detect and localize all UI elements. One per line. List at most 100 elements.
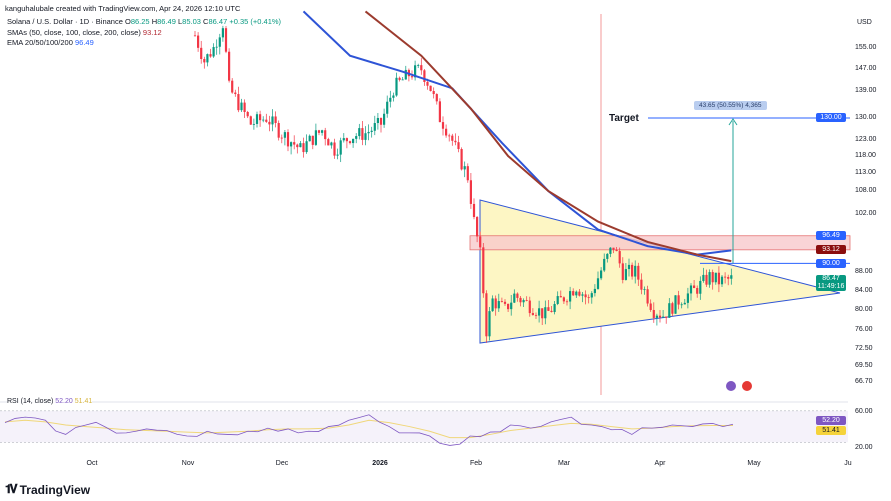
price-tick: 66.70 xyxy=(855,378,873,385)
candle-body xyxy=(640,279,643,290)
candle-body xyxy=(507,303,510,310)
candle-body xyxy=(522,300,525,303)
candle-body xyxy=(348,141,352,144)
candle-body xyxy=(519,297,522,303)
candle-body xyxy=(314,130,317,145)
rsi-tick: 60.00 xyxy=(855,408,873,415)
candle-body xyxy=(311,135,314,145)
candle-body xyxy=(212,47,215,57)
sma-line xyxy=(364,10,732,263)
time-tick: Mar xyxy=(557,460,571,467)
open-value: 86.25 xyxy=(130,17,150,26)
us-flag-icon xyxy=(742,381,752,391)
candle-body xyxy=(472,203,476,218)
tradingview-logo[interactable]: 𝟏𝐕 TradingView xyxy=(5,482,91,497)
time-tick: Nov xyxy=(181,460,195,467)
candle-body xyxy=(658,315,662,318)
candle-body xyxy=(215,46,218,48)
resistance-zone xyxy=(469,235,851,251)
candle-body xyxy=(665,316,668,318)
candle-body xyxy=(352,138,355,144)
candle-body xyxy=(575,291,578,296)
candle-body xyxy=(410,76,414,78)
candle-body xyxy=(395,77,398,96)
price-tag: 86.47 11:49:16 xyxy=(816,275,846,292)
candle-body xyxy=(618,251,621,264)
candle-body xyxy=(717,272,720,285)
candle-body xyxy=(612,247,615,250)
candle-body xyxy=(414,65,417,78)
candle-body xyxy=(643,289,646,291)
candle-body xyxy=(534,314,538,316)
candle-body xyxy=(621,263,624,280)
candle-body xyxy=(714,272,717,283)
symbol-legend[interactable]: Solana / U.S. Dollar · 1D · Binance O86.… xyxy=(7,17,282,26)
candle-body xyxy=(646,289,649,304)
candle-body xyxy=(255,114,259,124)
ema-legend[interactable]: EMA 20/50/100/200 96.49 xyxy=(7,38,94,47)
candle-body xyxy=(389,97,392,102)
candle-body xyxy=(262,119,265,121)
time-tick: Ju xyxy=(844,460,852,467)
candle-body xyxy=(441,122,445,129)
low-value: 85.03 xyxy=(182,17,201,26)
rsi-band xyxy=(0,410,848,443)
candle-body xyxy=(398,77,401,80)
candle-body xyxy=(634,265,637,277)
candle-body xyxy=(525,300,528,301)
candle-body xyxy=(333,142,336,156)
candle-body xyxy=(503,301,507,304)
candle-body xyxy=(404,69,407,80)
candle-body xyxy=(268,121,271,125)
candle-body xyxy=(469,180,472,204)
time-tick: Oct xyxy=(86,460,98,467)
sma-legend[interactable]: SMAs (50, close, 100, close, 200, close)… xyxy=(7,28,162,37)
close-value: 86.47 xyxy=(208,17,228,26)
candle-body xyxy=(373,123,376,131)
price-tick: 123.00 xyxy=(855,135,877,143)
price-tick: 147.00 xyxy=(855,64,877,72)
candle-body xyxy=(432,91,435,95)
candle-body xyxy=(345,138,348,142)
candle-body xyxy=(674,295,677,314)
candle-body xyxy=(547,307,550,311)
candle-body xyxy=(355,136,358,139)
candle-body xyxy=(693,285,696,289)
price-tick: 80.00 xyxy=(855,305,873,313)
candle-body xyxy=(265,119,268,122)
price-tick: 113.00 xyxy=(855,169,876,177)
candle-body xyxy=(476,217,479,237)
candle-body xyxy=(259,114,262,121)
rsi-line xyxy=(4,414,734,446)
candle-body xyxy=(376,117,379,124)
price-tick: 108.00 xyxy=(855,187,877,195)
candle-body xyxy=(662,316,665,318)
candle-body xyxy=(234,92,237,95)
candle-body xyxy=(370,130,373,132)
candle-body xyxy=(246,112,249,117)
candle-body xyxy=(491,298,494,312)
candle-body xyxy=(231,80,234,93)
candle-body xyxy=(302,143,305,153)
chart-credit: kanguhalubale created with TradingView.c… xyxy=(5,4,241,13)
price-tick: 72.50 xyxy=(855,344,873,352)
price-tag: 93.12 xyxy=(816,245,846,255)
candle-body xyxy=(680,304,683,306)
candle-body xyxy=(429,85,432,92)
candle-body xyxy=(286,132,290,147)
candle-body xyxy=(296,144,299,148)
candle-body xyxy=(361,128,364,140)
candle-body xyxy=(562,297,565,302)
candle-body xyxy=(631,264,634,277)
candle-body xyxy=(609,247,612,254)
candle-body xyxy=(426,81,429,86)
candle-body xyxy=(559,296,562,298)
candle-body xyxy=(649,303,652,310)
rsi-legend[interactable]: RSI (14, close) 52.20 51.41 xyxy=(7,398,93,405)
candle-body xyxy=(596,278,600,289)
candle-body xyxy=(299,143,302,148)
price-tick: 130.00 xyxy=(855,113,877,121)
candle-body xyxy=(652,309,655,318)
candle-body xyxy=(686,293,689,303)
